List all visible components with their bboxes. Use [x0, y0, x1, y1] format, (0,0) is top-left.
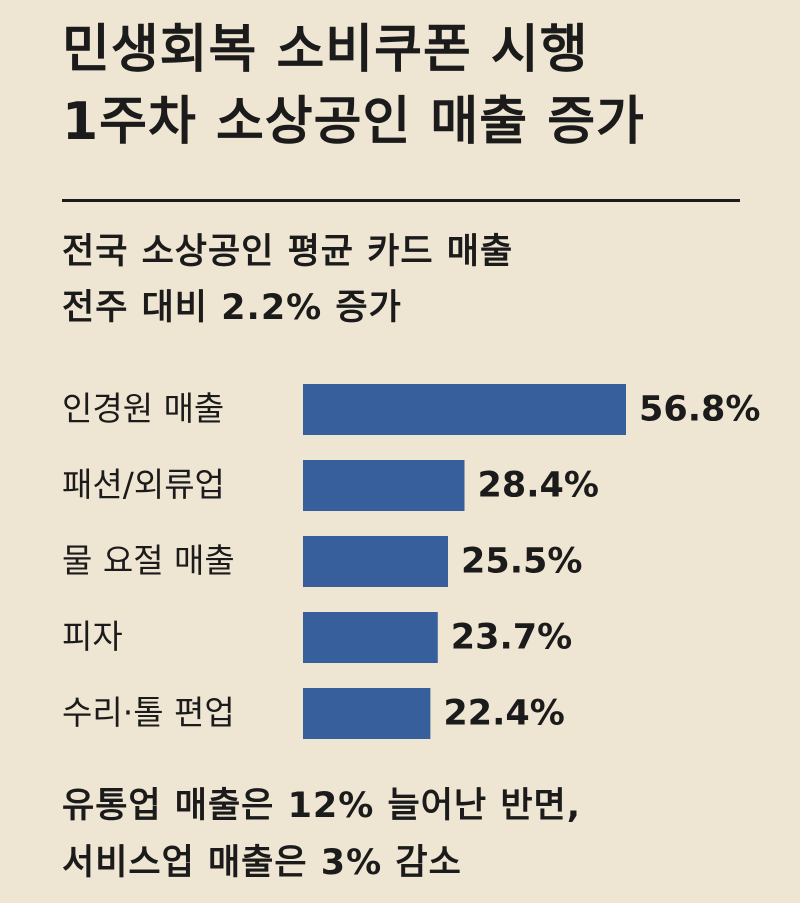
- subtitle-line-2: 전주 대비 2.2% 증가: [62, 288, 402, 328]
- value-label: 22.4%: [443, 694, 564, 734]
- footnote: 유통업 매출은 12% 늘어난 반면, 서비스업 매출은 3% 감소: [62, 778, 782, 892]
- footnote-line-2: 서비스업 매출은 3% 감소: [62, 843, 462, 883]
- title-line-1: 민생회복 소비쿠폰 시행: [62, 20, 589, 80]
- bar: [303, 460, 465, 511]
- title-line-2: 1주차 소상공인 매출 증가: [62, 92, 645, 152]
- category-label: 피자: [62, 617, 123, 656]
- value-label: 25.5%: [461, 542, 582, 582]
- footnote-line-1: 유통업 매출은 12% 늘어난 반면,: [62, 786, 582, 826]
- category-label: 인경원 매출: [62, 389, 224, 428]
- subtitle-line-1: 전국 소상공인 평균 카드 매출: [62, 232, 514, 272]
- category-label: 물 요절 매출: [62, 541, 235, 580]
- value-label: 28.4%: [478, 466, 599, 506]
- bar: [303, 384, 626, 435]
- bar: [303, 612, 438, 663]
- value-label: 56.8%: [639, 390, 760, 430]
- value-label: 23.7%: [451, 618, 572, 658]
- title-divider: [62, 199, 740, 202]
- category-label: 패션/외류업: [62, 465, 225, 504]
- chart-subtitle: 전국 소상공인 평균 카드 매출 전주 대비 2.2% 증가: [62, 224, 762, 336]
- bar: [303, 688, 431, 739]
- page-title: 민생회복 소비쿠폰 시행 1주차 소상공인 매출 증가: [62, 14, 762, 158]
- bar: [303, 536, 449, 587]
- category-label: 수리·톨 편업: [62, 693, 235, 732]
- bar-chart: 인경원 매출 56.8% 패션/외류업 28.4% 물 요절 매출 25.5% 피자 23.7…: [62, 384, 760, 739]
